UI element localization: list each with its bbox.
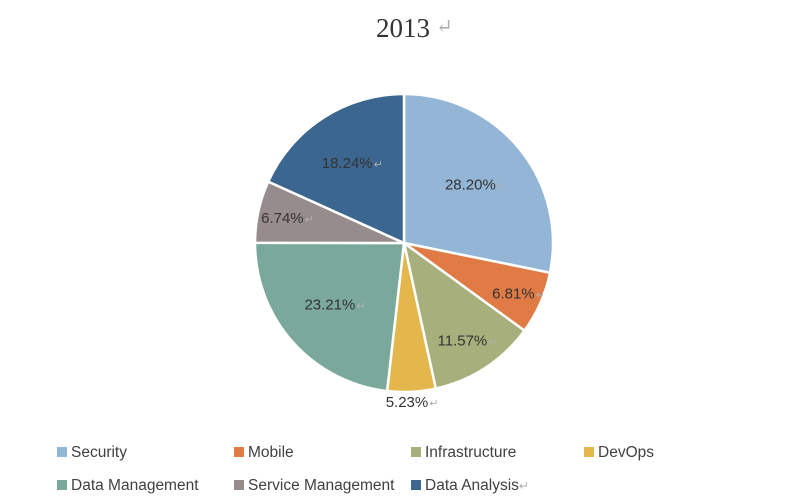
legend-label-devops: DevOps xyxy=(598,444,654,461)
return-mark: ↵ xyxy=(305,214,314,226)
return-mark: ↵ xyxy=(519,479,529,493)
pie-slice-data-management xyxy=(253,241,406,393)
legend-label-security: Security xyxy=(71,444,127,461)
data-label-mobile: 6.81%↵ xyxy=(492,286,545,303)
legend: Security Mobile Infrastructure DevOps Data M… xyxy=(57,444,654,494)
return-mark: ↵ xyxy=(429,398,438,410)
legend-swatch-infrastructure xyxy=(411,447,421,457)
return-mark: ↵ xyxy=(356,301,365,313)
return-mark: ↵ xyxy=(488,336,497,348)
legend-label-data-analysis: Data Analysis↵ xyxy=(425,477,529,494)
pie-slice-data-analysis xyxy=(266,92,406,245)
legend-swatch-data-management xyxy=(57,480,67,490)
legend-label-mobile: Mobile xyxy=(248,444,294,461)
legend-swatch-data-analysis xyxy=(411,480,421,490)
return-mark: ↵ xyxy=(374,159,383,171)
legend-label-infrastructure: Infrastructure xyxy=(425,444,516,461)
return-mark: ↵ xyxy=(497,181,506,193)
data-label-security: 28.20%↵ xyxy=(445,177,506,194)
return-mark: ↵ xyxy=(536,290,545,302)
legend-label-data-management: Data Management xyxy=(71,477,199,494)
data-labels: 28.20%↵ 6.81%↵ 11.57%↵ 5.23%↵ 23.21%↵ 6.74%↵ 1… xyxy=(261,155,545,411)
data-label-infrastructure: 11.57%↵ xyxy=(438,332,498,349)
data-label-devops: 5.23%↵ xyxy=(386,394,439,411)
chart-title: 2013 xyxy=(376,13,430,43)
data-label-service-management: 6.74%↵ xyxy=(261,210,314,227)
data-label-data-management: 23.21%↵ xyxy=(304,297,365,314)
data-label-data-analysis: 18.24%↵ xyxy=(322,155,383,172)
title-return-mark: ↵ xyxy=(436,16,453,38)
pie-slice-infrastructure xyxy=(402,240,527,391)
legend-swatch-devops xyxy=(584,447,594,457)
legend-swatch-security xyxy=(57,447,67,457)
legend-swatch-mobile xyxy=(234,447,244,457)
legend-swatch-service-management xyxy=(234,480,244,490)
legend-label-service-management: Service Management xyxy=(248,477,395,494)
pie-slices xyxy=(253,92,555,394)
pie-slice-security xyxy=(402,92,555,275)
